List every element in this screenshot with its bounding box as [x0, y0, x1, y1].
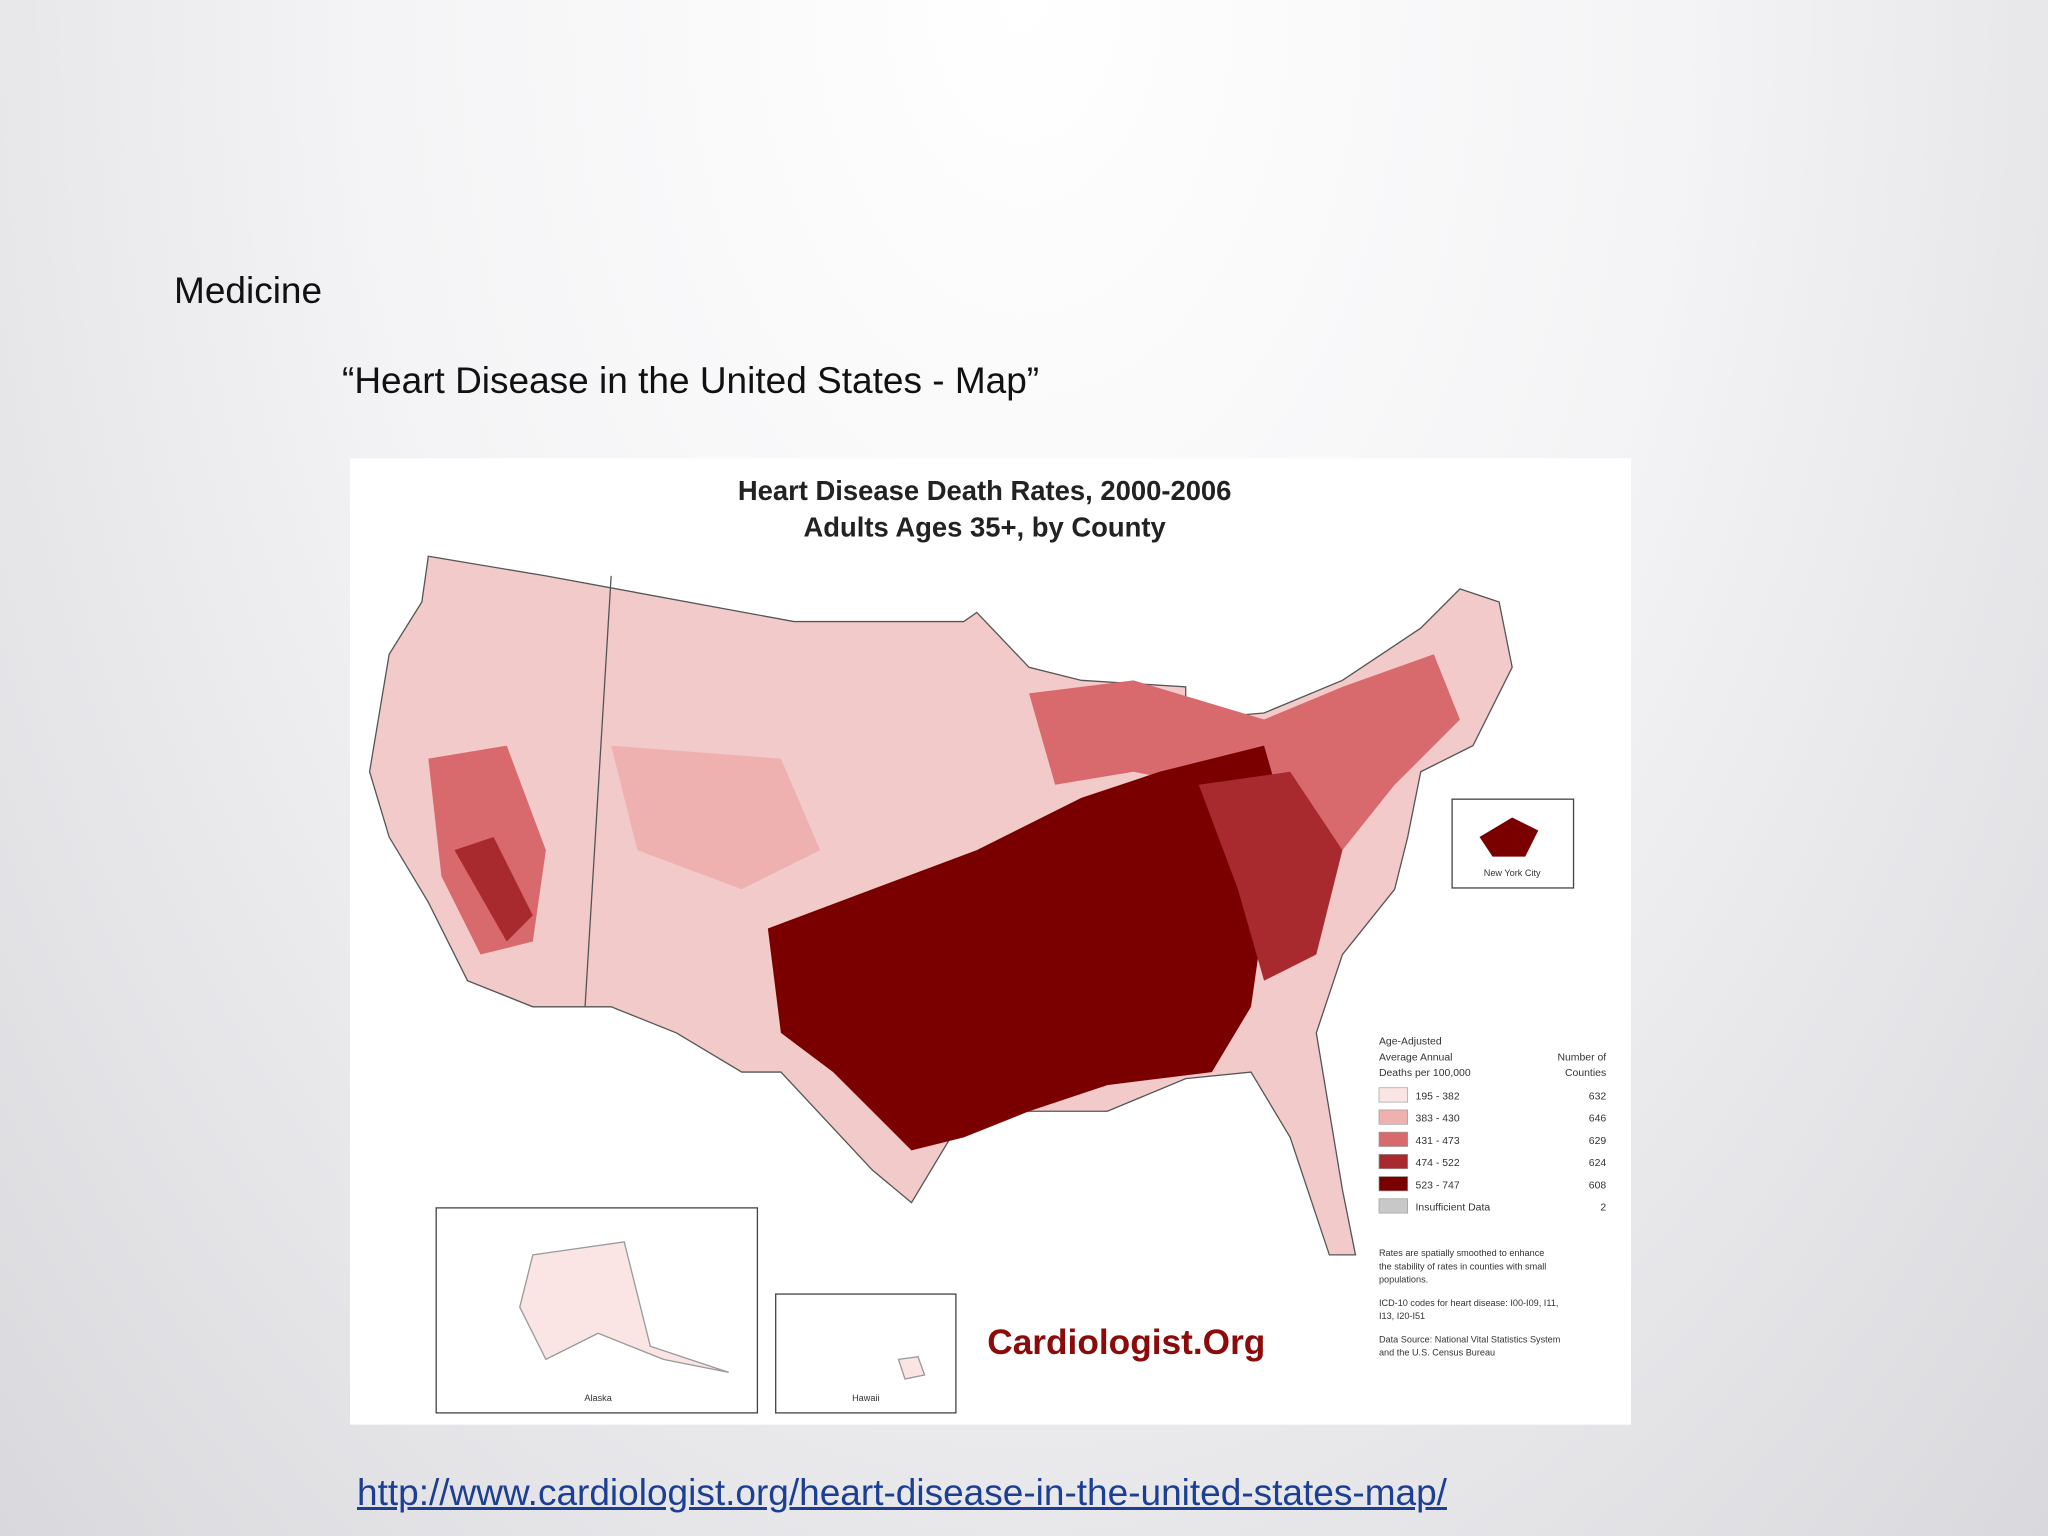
- legend-label: Insufficient Data: [1416, 1202, 1491, 1213]
- legend-swatch: [1378, 1154, 1409, 1170]
- legend-label: 383 - 430: [1416, 1114, 1460, 1125]
- legend-label: 195 - 382: [1416, 1092, 1460, 1103]
- inset-label: Alaska: [584, 1393, 612, 1403]
- legend-count: 608: [1589, 1180, 1607, 1191]
- map-note: I13, I20-I51: [1379, 1311, 1425, 1321]
- legend-count: 646: [1589, 1114, 1607, 1125]
- brand: Cardiologist.Org: [987, 1323, 1265, 1362]
- map-subtitle: Adults Ages 35+, by County: [804, 512, 1167, 543]
- source-link[interactable]: http://www.cardiologist.org/heart-diseas…: [357, 1472, 1447, 1513]
- map-note: populations.: [1379, 1274, 1428, 1284]
- slide-heading: Medicine: [174, 270, 323, 311]
- legend-heading: Age-Adjusted: [1379, 1037, 1442, 1048]
- legend: Age-Adjusted Average Annual Deaths per 100…: [1378, 1037, 1607, 1357]
- map-note: ICD-10 codes for heart disease: I00-I09,…: [1379, 1298, 1558, 1308]
- map-note: Data Source: National Vital Statistics S…: [1379, 1334, 1560, 1344]
- legend-label: 523 - 747: [1416, 1180, 1460, 1191]
- legend-count: 2: [1600, 1202, 1606, 1213]
- legend-swatch: [1378, 1109, 1409, 1125]
- legend-label: 474 - 522: [1416, 1158, 1460, 1169]
- inset-hawaii: Hawaii: [775, 1293, 957, 1414]
- legend-count-heading: Number of: [1557, 1052, 1606, 1063]
- map-note: and the U.S. Census Bureau: [1379, 1347, 1495, 1357]
- inset-label: Hawaii: [852, 1393, 879, 1403]
- legend-count: 632: [1589, 1092, 1607, 1103]
- legend-label: 431 - 473: [1416, 1136, 1460, 1147]
- slide-title: “Heart Disease in the United States - Ma…: [342, 360, 1040, 401]
- legend-count-heading: Counties: [1565, 1068, 1606, 1079]
- inset-new-york: New York City: [1451, 798, 1575, 889]
- legend-swatch: [1378, 1198, 1409, 1214]
- map-title: Heart Disease Death Rates, 2000-2006: [738, 475, 1232, 506]
- legend-heading: Deaths per 100,000: [1379, 1068, 1471, 1079]
- map-image: Heart Disease Death Rates, 2000-2006 Adu…: [350, 458, 1631, 1425]
- legend-heading: Average Annual: [1379, 1052, 1453, 1063]
- legend-count: 629: [1589, 1136, 1607, 1147]
- inset-alaska: Alaska: [435, 1207, 759, 1414]
- map-note: the stability of rates in counties with …: [1379, 1261, 1546, 1271]
- inset-label: New York City: [1484, 868, 1541, 878]
- legend-swatch: [1378, 1176, 1409, 1192]
- map-note: Rates are spatially smoothed to enhance: [1379, 1248, 1544, 1258]
- us-map: [368, 555, 1513, 1256]
- legend-swatch: [1378, 1131, 1409, 1147]
- legend-swatch: [1378, 1087, 1409, 1103]
- legend-count: 624: [1589, 1158, 1607, 1169]
